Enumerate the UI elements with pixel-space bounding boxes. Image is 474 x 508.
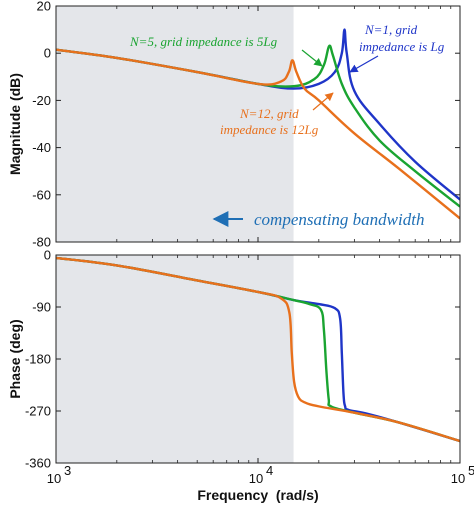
phase-ytick-label: -180 <box>25 352 51 367</box>
annotation-n12-line2: impedance is 12Lg <box>220 122 319 137</box>
phase-ytick-label: -90 <box>32 300 51 315</box>
phase-ytick-label: 0 <box>44 248 51 263</box>
magnitude-ytick-label: 0 <box>44 46 51 61</box>
magnitude-plot: 20 0 -20 -40 -60 -80 Magnitude (dB) <box>7 0 461 250</box>
magnitude-ytick-label: -80 <box>32 235 51 250</box>
annotation-n12-line1: N=12, grid <box>239 106 299 121</box>
phase-xtick-label: 10 <box>451 471 465 486</box>
magnitude-compensating-band <box>56 6 294 242</box>
phase-series-3-line <box>56 256 460 443</box>
frequency-x-axis-label: Frequency (rad/s) <box>197 487 318 503</box>
magnitude-y-axis-label: Magnitude (dB) <box>7 73 23 175</box>
annotation-n1-line1: N=1, grid <box>364 22 418 37</box>
phase-y-axis-label: Phase (deg) <box>7 319 23 398</box>
magnitude-series-3-line <box>56 48 460 220</box>
annotation-n1: N=1, grid impedance is Lg <box>349 22 445 73</box>
phase-xtick-exponent: 3 <box>64 463 71 478</box>
phase-ytick-label: -360 <box>25 456 51 471</box>
annotation-n1-arrow <box>349 55 379 73</box>
phase-xtick-label: 10 <box>47 471 61 486</box>
magnitude-ytick-label: -60 <box>32 187 51 202</box>
annotation-n12: N=12, grid impedance is 12Lg <box>220 92 334 137</box>
annotation-n5-arrow <box>301 49 323 67</box>
magnitude-ytick-label: -40 <box>32 140 51 155</box>
phase-compensating-band <box>56 255 294 463</box>
annotation-n1-line2: impedance is Lg <box>359 39 445 54</box>
phase-xtick-exponent: 4 <box>266 463 273 478</box>
phase-xtick-label: 10 <box>249 471 263 486</box>
annotation-n5-text: N=5, grid impedance is 5Lg <box>129 34 278 49</box>
annotation-n12-arrow <box>312 92 334 111</box>
compensating-bandwidth-annotation: compensating bandwidth <box>212 210 424 229</box>
phase-ytick-label: -270 <box>25 404 51 419</box>
phase-xtick-exponent: 5 <box>468 463 474 478</box>
magnitude-ytick-label: -20 <box>32 93 51 108</box>
compensating-bandwidth-label: compensating bandwidth <box>254 210 424 229</box>
annotation-n5: N=5, grid impedance is 5Lg <box>129 34 323 67</box>
magnitude-ytick-label: 20 <box>37 0 51 14</box>
